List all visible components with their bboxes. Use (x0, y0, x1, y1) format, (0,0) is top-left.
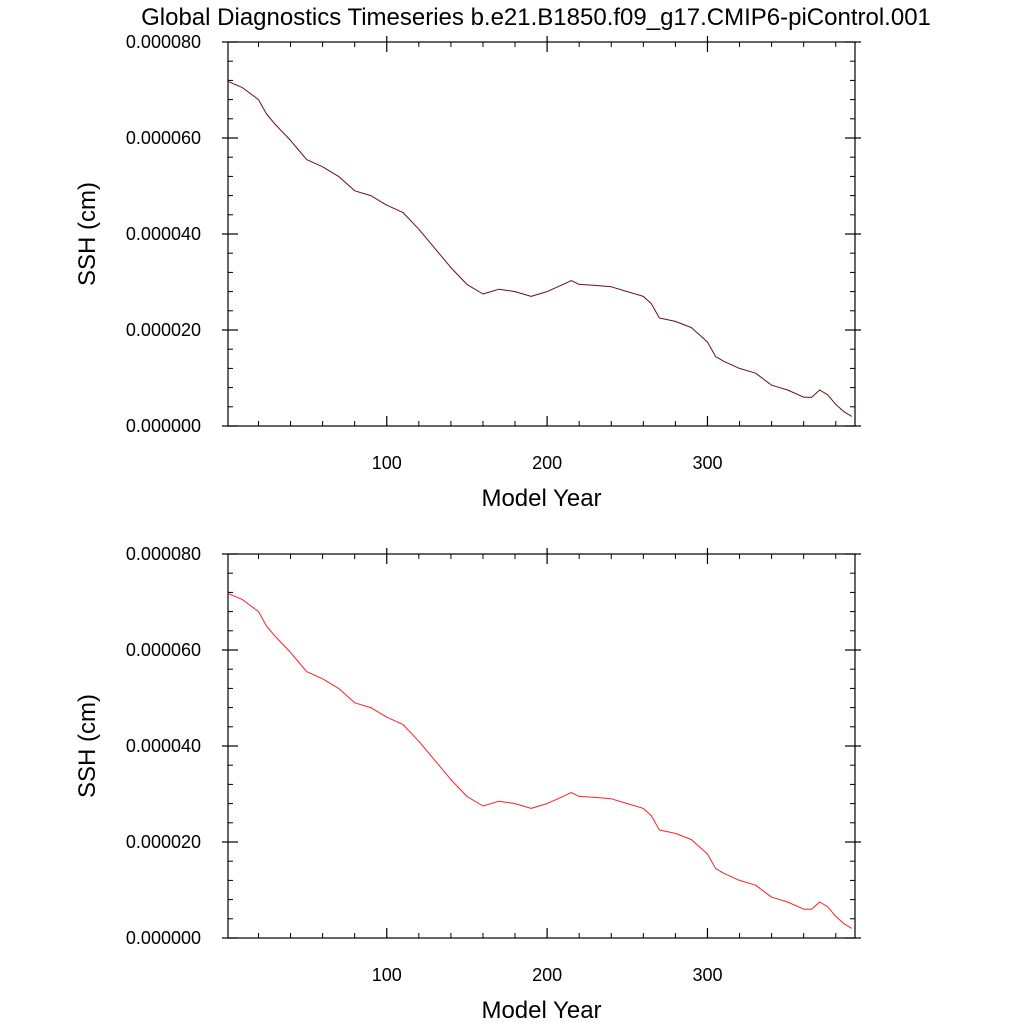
bottom-y-tick-label: 0.000060 (126, 640, 201, 660)
bottom-y-axis-label: SSH (cm) (74, 694, 101, 798)
top-y-tick-label: 0.000020 (126, 320, 201, 340)
top-y-tick-label: 0.000080 (126, 32, 201, 52)
bottom-y-tick-label: 0.000020 (126, 832, 201, 852)
bottom-x-axis-label: Model Year (481, 997, 601, 1024)
bottom-panel: 100 200 300 0.000000 0.000020 0.000040 0.00006… (74, 544, 861, 1024)
top-x-tick-label: 200 (532, 453, 562, 473)
top-panel: 100 200 300 0.000000 0.000020 0.000040 0.00006… (74, 32, 861, 512)
bottom-x-tick-label: 300 (692, 965, 722, 985)
bottom-y-tick-label: 0.000040 (126, 736, 201, 756)
bottom-y-tick-label: 0.000080 (126, 544, 201, 564)
top-series-line (227, 80, 853, 417)
bottom-x-tick-label: 100 (372, 965, 402, 985)
top-y-tick-label: 0.000060 (126, 128, 201, 148)
top-x-axis-label: Model Year (481, 485, 601, 512)
bottom-x-tick-label: 200 (532, 965, 562, 985)
bottom-y-tick-label: 0.000000 (126, 928, 201, 948)
top-x-tick-label: 100 (372, 453, 402, 473)
top-y-tick-label: 0.000040 (126, 224, 201, 244)
figure-title: Global Diagnostics Timeseries b.e21.B185… (141, 4, 931, 31)
bottom-series-line (227, 592, 853, 929)
top-y-axis-label: SSH (cm) (74, 182, 101, 286)
top-y-tick-label: 0.000000 (126, 416, 201, 436)
top-x-tick-label: 300 (692, 453, 722, 473)
